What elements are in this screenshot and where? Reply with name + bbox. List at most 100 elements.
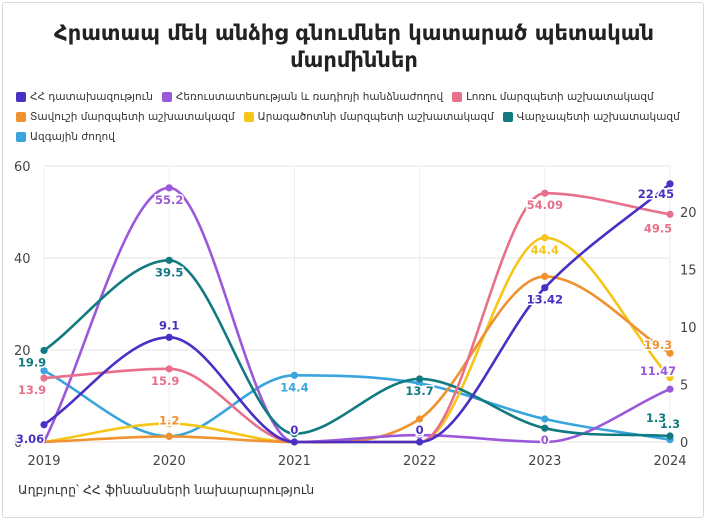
legend-item[interactable]: ՀՀ դատախազություն: [16, 88, 153, 106]
axis-ticks: 0 20 40 60 0 5 10 15 20 2019 2020 2021 2022 2023 2024: [14, 160, 697, 469]
legend-swatch: [16, 132, 26, 142]
chart-title: Հրատապ մեկ անձից գնումներ կատարած պետակա…: [54, 21, 654, 72]
data-label: 13.7: [405, 384, 433, 398]
data-point: [40, 421, 48, 429]
source-note: Աղբյուրը՝ ՀՀ ֆինանսների նախարարություն: [18, 482, 315, 497]
legend-item[interactable]: Տավուշի մարզպետի աշխատակազմ: [16, 108, 235, 126]
legend-item[interactable]: Արագածոտնի մարզպետի աշխատակազմ: [243, 108, 494, 126]
legend-swatch: [243, 112, 254, 122]
data-point: [541, 284, 549, 292]
legend-item[interactable]: Հեռուստատեսության և ռադիոյի հանձնաժողով: [161, 88, 444, 106]
series-line: [42, 182, 672, 444]
data-label: 44.4: [531, 243, 559, 257]
data-point: [416, 431, 424, 439]
data-point: [541, 438, 549, 446]
series-line: [42, 275, 672, 444]
chart-legend: ՀՀ դատախազություն Հեռուստատեսության և ռադ…: [16, 88, 696, 148]
data-point: [165, 184, 173, 192]
data-point: [165, 256, 173, 264]
data-label: 19.3: [644, 338, 672, 352]
legend-label: Արագածոտնի մարզպետի աշխատակազմ: [257, 111, 494, 123]
legend-swatch: [502, 112, 513, 122]
legend-label: Տավուշի մարզպետի աշխատակազմ: [30, 111, 235, 123]
data-label: 39.5: [155, 265, 183, 279]
x-tick-label: 2020: [153, 454, 186, 469]
data-point: [165, 333, 173, 341]
y-left-tick-label: 60: [14, 160, 31, 175]
data-point: [416, 438, 424, 446]
data-label: 0: [416, 423, 424, 437]
x-tick-label: 2024: [653, 454, 686, 469]
legend-label: Ազգային ժողով: [30, 131, 115, 143]
data-point: [40, 367, 48, 375]
data-label: 3.06: [16, 432, 44, 446]
y-left-tick-label: 20: [14, 344, 31, 359]
data-point: [541, 424, 549, 432]
series-line: [42, 236, 672, 444]
legend-label: ՀՀ դատախազություն: [30, 91, 153, 103]
data-label: 1.3: [660, 417, 680, 431]
series-lines: [42, 182, 672, 444]
legend-swatch: [452, 92, 463, 102]
data-point: [666, 210, 674, 218]
data-point: [666, 180, 674, 188]
data-label: 1.2: [159, 413, 179, 427]
legend-label: Վարչապետի աշխատակազմ: [516, 111, 680, 123]
data-point: [290, 430, 298, 438]
data-label: 49.5: [644, 221, 672, 235]
legend-item[interactable]: Ազգային ժողով: [16, 128, 115, 146]
series-points: [40, 180, 674, 446]
data-point: [666, 385, 674, 393]
data-label: 14.4: [280, 380, 308, 394]
series-line: [42, 191, 672, 444]
data-point: [40, 346, 48, 355]
x-tick-label: 2019: [27, 454, 60, 469]
data-label: 9.1: [159, 318, 179, 332]
legend-label: Հեռուստատեսության և ռադիոյի հանձնաժողով: [175, 91, 444, 103]
data-label: 55.2: [155, 193, 183, 207]
data-point: [541, 415, 549, 423]
y-right-tick-label: 5: [680, 379, 688, 394]
data-point: [541, 234, 549, 242]
data-label: 13.42: [527, 293, 563, 307]
data-label: 0: [541, 433, 549, 447]
data-point: [541, 272, 549, 280]
legend-swatch: [16, 112, 26, 122]
x-tick-label: 2022: [403, 454, 436, 469]
series-line: [42, 369, 672, 441]
data-label: 15.9: [151, 374, 179, 388]
legend-item[interactable]: Լոռու մարզպետի աշխատակազմ: [452, 88, 654, 106]
y-right-tick-label: 10: [680, 321, 697, 336]
data-point: [290, 438, 298, 446]
y-left-tick-label: 0: [14, 436, 22, 451]
data-point: [416, 375, 424, 383]
y-right-tick-label: 0: [680, 436, 688, 451]
y-right-tick-label: 20: [680, 206, 697, 221]
data-label: 11.47: [640, 364, 676, 378]
legend-label: Լոռու մարզպետի աշխատակազմ: [466, 91, 654, 103]
series-line: [42, 186, 672, 444]
data-point: [666, 349, 674, 357]
data-label: 0: [290, 423, 298, 437]
data-point: [666, 374, 674, 382]
data-point: [165, 420, 173, 428]
legend-item[interactable]: Վարչապետի աշխատակազմ: [502, 108, 680, 126]
data-point: [290, 371, 298, 379]
data-point: [416, 415, 424, 423]
grid-lines: [43, 165, 671, 443]
data-point: [165, 365, 173, 373]
data-label: 1.3: [646, 411, 666, 425]
data-point: [165, 432, 173, 441]
y-left-tick-label: 40: [14, 252, 31, 267]
data-label: 19.9: [18, 355, 46, 369]
data-label: 54.09: [527, 198, 563, 212]
data-label: 0: [416, 425, 424, 439]
data-point: [666, 432, 674, 440]
data-label: 13.9: [18, 383, 46, 397]
data-label: 22.45: [638, 187, 674, 201]
x-tick-label: 2021: [278, 454, 311, 469]
data-labels: 3.06 9.1 0 13.42 22.45 55.2 0 11.47 13.9 15.9 54.0…: [14, 185, 681, 448]
data-point: [40, 374, 48, 382]
data-point: [541, 189, 549, 197]
